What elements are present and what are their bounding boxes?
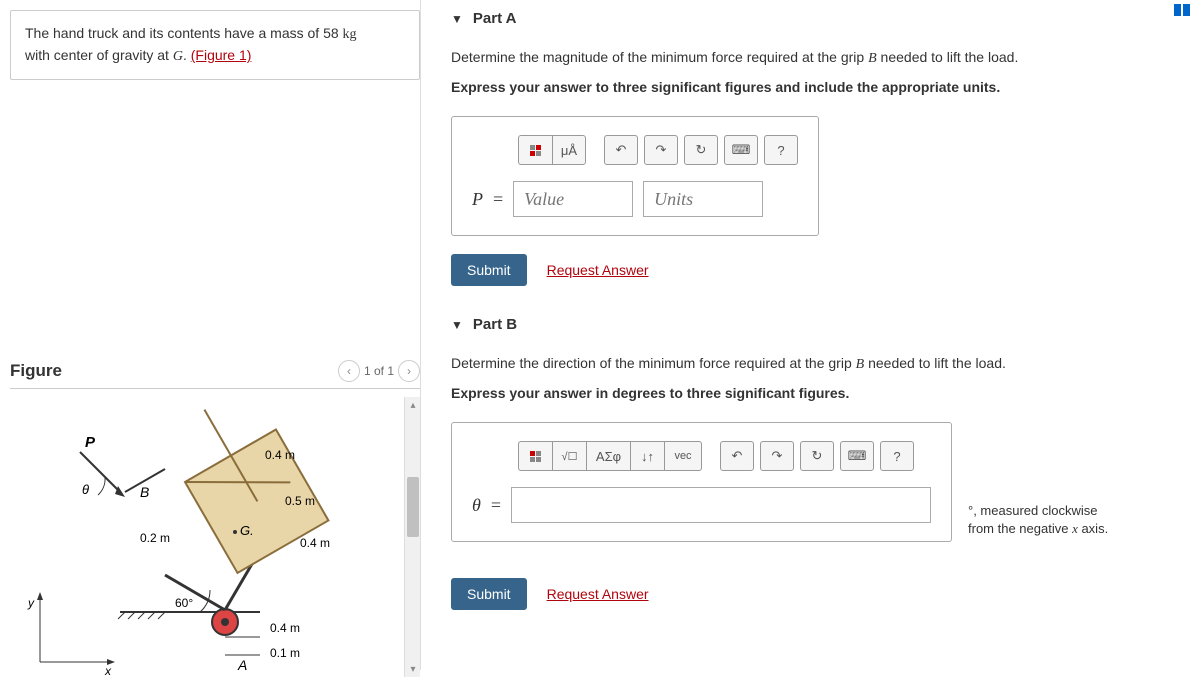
mass-value: 58 [323, 25, 339, 41]
figure-link[interactable]: (Figure 1) [191, 47, 252, 63]
value-input[interactable] [513, 181, 633, 217]
part-b-instruction: Express your answer in degrees to three … [451, 383, 1190, 404]
theta-label: θ [82, 482, 89, 497]
left-column: The hand truck and its contents have a m… [0, 0, 420, 670]
part-a-header[interactable]: ▼ Part A [451, 10, 1190, 27]
help-button[interactable]: ? [880, 441, 914, 471]
window-control-icon [1174, 4, 1192, 16]
right-column: ▼ Part A Determine the magnitude of the … [420, 0, 1200, 670]
figure-prev-button[interactable]: ‹ [338, 360, 360, 382]
collapse-icon: ▼ [451, 12, 463, 26]
dim-05m: 0.5 m [285, 494, 315, 508]
reset-button[interactable]: ↻ [800, 441, 834, 471]
submit-button-b[interactable]: Submit [451, 578, 527, 610]
part-b-toolbar: √☐ ΑΣφ ↓↑ vec ↶ ↷ ↻ ⌨ ? [472, 441, 931, 471]
part-b-title: Part B [473, 316, 517, 333]
point-a-label: A [237, 657, 247, 673]
figure-nav-label: 1 of 1 [364, 364, 394, 378]
part-b-answer-box: √☐ ΑΣφ ↓↑ vec ↶ ↷ ↻ ⌨ ? θ [451, 422, 952, 542]
y-axis-label: y [27, 596, 35, 610]
figure-header: Figure ‹ 1 of 1 › [10, 360, 420, 389]
part-a-instruction: Express your answer to three significant… [451, 77, 1190, 98]
part-a-section: ▼ Part A Determine the magnitude of the … [451, 10, 1190, 286]
units-input[interactable] [643, 181, 763, 217]
force-p-label: P [85, 434, 96, 451]
scroll-thumb[interactable] [407, 477, 419, 537]
part-a-answer-box: μÅ ↶ ↷ ↻ ⌨ ? P = [451, 116, 819, 236]
scroll-down-icon[interactable]: ▾ [405, 661, 421, 677]
templates-button[interactable] [518, 441, 552, 471]
redo-button[interactable]: ↷ [644, 135, 678, 165]
problem-text-1: The hand truck and its contents have a m… [25, 25, 323, 41]
dim-04m-2: 0.4 m [300, 536, 330, 550]
part-b-question: Determine the direction of the minimum f… [451, 353, 1190, 375]
dim-04m-1: 0.4 m [265, 448, 295, 462]
angle-label: 60° [175, 596, 193, 610]
cg-var: G [173, 49, 183, 64]
dim-02m: 0.2 m [140, 531, 170, 545]
part-a-submit-row: Submit Request Answer [451, 254, 1190, 286]
x-axis-label: x [104, 664, 112, 677]
keyboard-button[interactable]: ⌨ [840, 441, 874, 471]
problem-statement: The hand truck and its contents have a m… [10, 10, 420, 80]
problem-text-3: . [183, 47, 191, 63]
request-answer-link-a[interactable]: Request Answer [547, 262, 649, 278]
figure-body: y x [10, 397, 420, 677]
part-b-answer-row: θ = [472, 487, 931, 523]
figure-next-button[interactable]: › [398, 360, 420, 382]
part-b-header[interactable]: ▼ Part B [451, 316, 1190, 333]
collapse-icon: ▼ [451, 318, 463, 332]
theta-input[interactable] [511, 487, 931, 523]
point-g-label: G. [240, 523, 254, 538]
request-answer-link-b[interactable]: Request Answer [547, 586, 649, 602]
figure-title: Figure [10, 361, 62, 381]
part-b-submit-row: Submit Request Answer [451, 578, 1190, 610]
part-a-toolbar: μÅ ↶ ↷ ↻ ⌨ ? [472, 135, 798, 165]
templates-button[interactable] [518, 135, 552, 165]
reset-button[interactable]: ↻ [684, 135, 718, 165]
subscript-button[interactable]: ↓↑ [630, 441, 664, 471]
equals-label: = [491, 495, 501, 516]
figure-scrollbar[interactable]: ▴ ▾ [404, 397, 420, 677]
equals-label: = [493, 189, 503, 210]
part-b-help-text: °, measured clockwise from the negative … [968, 502, 1108, 538]
greek-button[interactable]: ΑΣφ [586, 441, 630, 471]
part-a-title: Part A [473, 10, 517, 27]
figure-svg: y x [10, 397, 390, 677]
special-chars-button[interactable]: μÅ [552, 135, 586, 165]
part-b-section: ▼ Part B Determine the direction of the … [451, 316, 1190, 610]
vec-button[interactable]: vec [664, 441, 702, 471]
figure-nav: ‹ 1 of 1 › [338, 360, 420, 382]
point-b-label: B [140, 484, 149, 500]
figure-section: Figure ‹ 1 of 1 › y x [10, 360, 420, 677]
redo-button[interactable]: ↷ [760, 441, 794, 471]
dim-01m: 0.1 m [270, 646, 300, 660]
var-theta-label: θ [472, 495, 481, 516]
scroll-up-icon[interactable]: ▴ [405, 397, 421, 413]
undo-button[interactable]: ↶ [720, 441, 754, 471]
submit-button-a[interactable]: Submit [451, 254, 527, 286]
problem-text-2: with center of gravity at [25, 47, 173, 63]
sqrt-button[interactable]: √☐ [552, 441, 586, 471]
main-layout: The hand truck and its contents have a m… [0, 0, 1200, 670]
mass-unit: kg [343, 27, 357, 42]
keyboard-button[interactable]: ⌨ [724, 135, 758, 165]
help-button[interactable]: ? [764, 135, 798, 165]
part-a-question: Determine the magnitude of the minimum f… [451, 47, 1190, 69]
part-a-answer-row: P = [472, 181, 798, 217]
dim-04m-3: 0.4 m [270, 621, 300, 635]
var-p-label: P [472, 189, 483, 210]
undo-button[interactable]: ↶ [604, 135, 638, 165]
